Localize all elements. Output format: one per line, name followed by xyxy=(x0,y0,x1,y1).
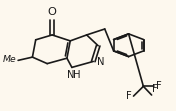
Text: Me: Me xyxy=(2,55,16,64)
Text: O: O xyxy=(48,7,56,17)
Text: H: H xyxy=(73,70,80,80)
Text: N: N xyxy=(97,57,104,67)
Text: N: N xyxy=(67,70,75,80)
Text: F: F xyxy=(156,81,162,91)
Text: F: F xyxy=(126,91,131,101)
Text: F: F xyxy=(152,84,158,94)
